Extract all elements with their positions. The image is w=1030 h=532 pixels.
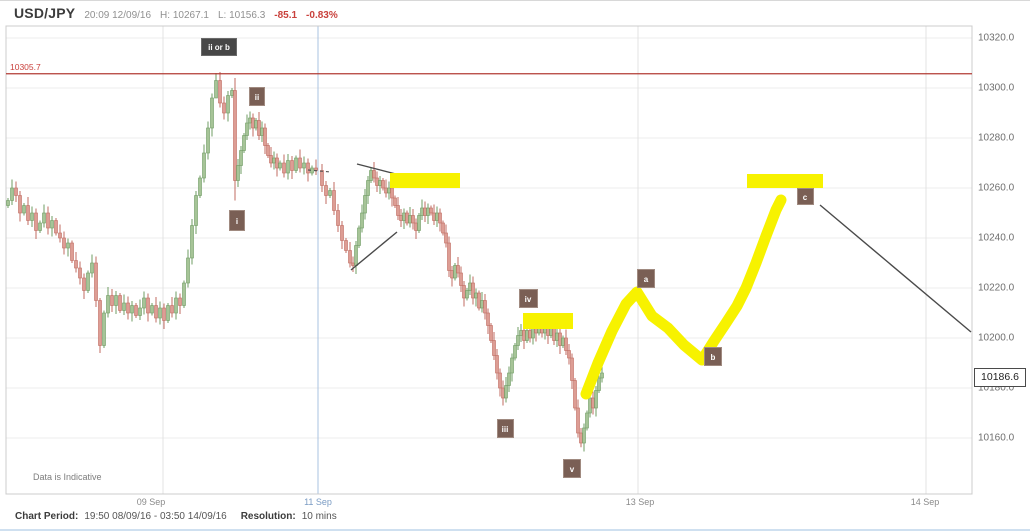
chart-period-label: Chart Period: [15, 511, 79, 522]
y-axis-label: 10160.0 [978, 432, 1015, 444]
session-low: L: 10156.3 [217, 10, 266, 21]
plot-border [5, 25, 973, 495]
chart-footer: Chart Period: 19:50 08/09/16 - 03:50 14/… [0, 508, 1030, 531]
y-axis-label: 10240.0 [978, 232, 1015, 244]
wave-label-ii[interactable]: ii [249, 86, 265, 106]
chart-header: USD/JPY 20:09 12/09/16 H: 10267.1 L: 101… [0, 1, 1030, 26]
highlight-zone [523, 313, 573, 329]
y-axis-label: 10200.0 [978, 332, 1015, 344]
wave-label-i[interactable]: i [229, 209, 245, 231]
resolution-value: 10 mins [301, 511, 337, 522]
symbol-title: USD/JPY [14, 5, 76, 21]
wave-label-ii-or-b[interactable]: ii or b [201, 38, 237, 56]
trend-line [350, 231, 398, 271]
session-high: H: 10267.1 [160, 10, 209, 21]
highlight-zone [747, 174, 823, 188]
current-price-tag: 10186.6 [974, 367, 1026, 387]
gap-dashed-line [307, 169, 332, 173]
wave-label-b[interactable]: b [704, 346, 722, 366]
wave-label-iv[interactable]: iv [518, 288, 538, 308]
timestamp: 20:09 12/09/16 [84, 10, 152, 21]
change-percent: -0.83% [306, 10, 338, 21]
chart-period-value: 19:50 08/09/16 - 03:50 14/09/16 [84, 511, 227, 522]
y-axis-label: 10320.0 [978, 32, 1015, 44]
y-axis-label: 10280.0 [978, 132, 1015, 144]
change-value: -85.1 [274, 10, 298, 21]
wave-label-v[interactable]: v [563, 458, 581, 478]
y-axis-label: 10220.0 [978, 282, 1015, 294]
x-axis-label: 09 Sep [136, 497, 166, 507]
resistance-price-label: 10305.7 [10, 61, 41, 72]
wave-label-iii[interactable]: iii [496, 418, 514, 438]
highlight-zone [390, 173, 460, 188]
wave-label-a[interactable]: a [637, 268, 655, 288]
candles [6, 72, 604, 452]
resolution-label: Resolution: [240, 511, 296, 522]
x-axis-label: 11 Sep [304, 497, 332, 507]
x-axis-label: 14 Sep [910, 497, 940, 507]
trend-line [819, 204, 972, 333]
wave-label-c[interactable]: c [796, 187, 814, 205]
y-axis-label: 10180.0 [978, 382, 1015, 394]
y-axis-label: 10300.0 [978, 82, 1015, 94]
y-axis-label: 10260.0 [978, 182, 1015, 194]
projection-arrow [580, 194, 787, 400]
x-axis-label: 13 Sep [625, 497, 655, 507]
indicative-note: Data is Indicative [33, 472, 102, 482]
